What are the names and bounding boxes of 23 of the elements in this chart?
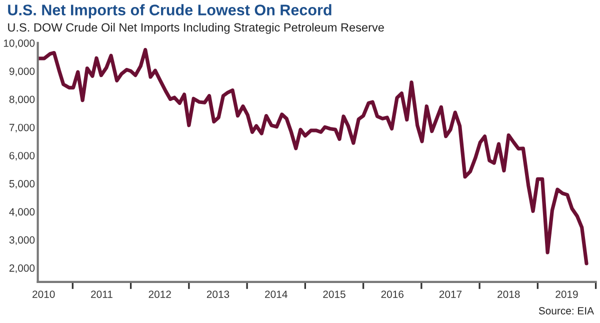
line-series bbox=[38, 48, 588, 266]
x-tick-label: 2011 bbox=[91, 290, 112, 298]
x-tick-label: 2014 bbox=[265, 290, 288, 298]
x-tick-label: 2015 bbox=[323, 290, 346, 298]
x-tick-label: 2018 bbox=[498, 290, 520, 298]
x-tick-label: 2013 bbox=[206, 290, 230, 298]
x-tick-label: 2017 bbox=[439, 290, 462, 298]
y-tick-label: 9,000 bbox=[9, 68, 35, 76]
x-tick-label: 2016 bbox=[381, 290, 404, 298]
x-tick-label: 2012 bbox=[148, 290, 171, 298]
y-tick-label: 2,000 bbox=[9, 264, 35, 274]
y-tick-label: 6,000 bbox=[9, 152, 35, 161]
x-tick-label: 2010 bbox=[32, 290, 55, 298]
source-note: Source: EIA bbox=[538, 307, 594, 314]
chart-subtitle: U.S. DOW Crude Oil Net Imports Including Strategic Petroleum Reserve bbox=[8, 22, 384, 34]
y-tick-label: 8,000 bbox=[9, 96, 35, 104]
y-tick-label: 7,000 bbox=[9, 124, 35, 132]
y-tick-label: 4,000 bbox=[9, 208, 35, 217]
chart-title: U.S. Net Imports of Crude Lowest On Record bbox=[8, 4, 332, 18]
y-tick-label: 5,000 bbox=[9, 180, 35, 189]
y-tick-label: 10,000 bbox=[4, 39, 35, 48]
x-tick-label: 2019 bbox=[556, 290, 578, 298]
y-tick-label: 3,000 bbox=[9, 236, 35, 245]
